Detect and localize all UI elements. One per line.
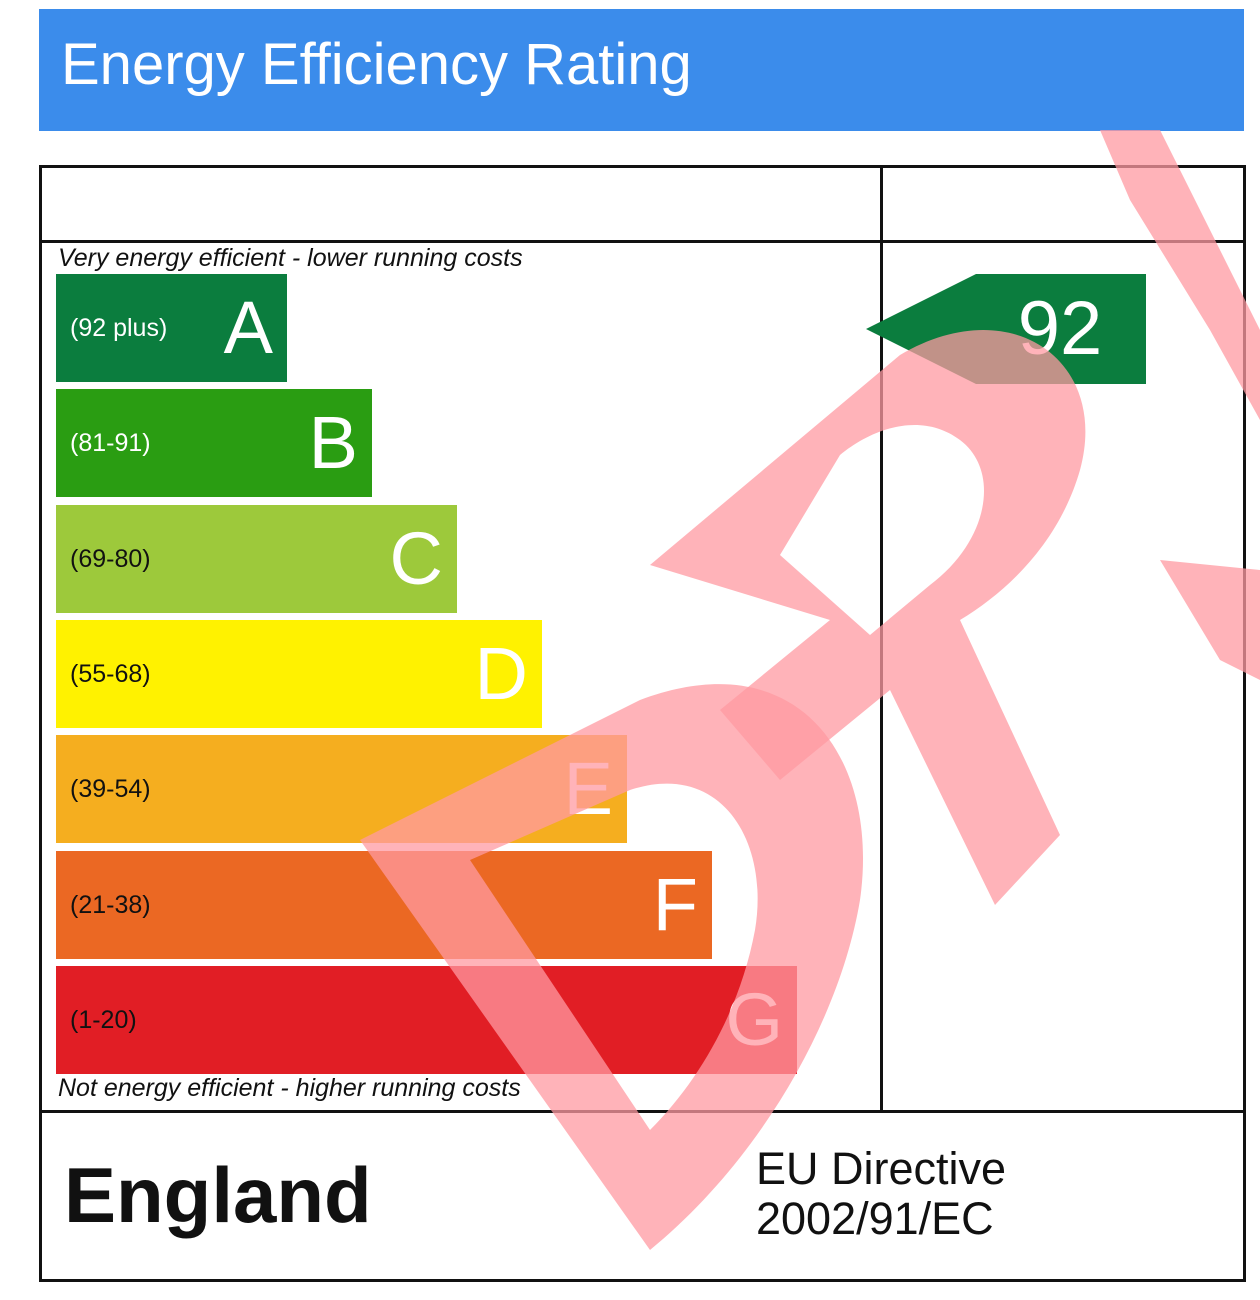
band-range-label: (55-68) (70, 659, 151, 688)
band-b: (81-91) B (56, 389, 372, 498)
band-d: (55-68) D (56, 619, 542, 728)
band-g: (1-20) G (56, 965, 797, 1074)
band-letter-label: F (652, 862, 698, 946)
directive-line-2: 2002/91/EC (756, 1193, 994, 1244)
footer-divider (42, 1110, 1243, 1113)
band-letter-label: G (725, 977, 783, 1061)
bottom-caption: Not energy efficient - higher running co… (58, 1074, 521, 1102)
top-caption: Very energy efficient - lower running co… (58, 244, 523, 272)
band-c: (69-80) C (56, 504, 457, 613)
page-title: Energy Efficiency Rating (61, 32, 692, 97)
country-label: England (64, 1151, 372, 1239)
band-f: (21-38) F (56, 850, 712, 959)
band-letter-label: E (563, 747, 613, 831)
rating-frame: Very energy efficient - lower running co… (39, 165, 1246, 1282)
band-letter-label: B (308, 401, 358, 485)
band-a: (92 plus) A (56, 274, 287, 382)
band-range-label: (39-54) (70, 775, 151, 804)
current-rating-value: 92 (1017, 286, 1103, 371)
title-banner: Energy Efficiency Rating (39, 9, 1244, 131)
band-range-label: (81-91) (70, 429, 151, 458)
band-range-label: (1-20) (70, 1005, 137, 1034)
band-range-label: (21-38) (70, 890, 151, 919)
directive-line-1: EU Directive (756, 1143, 1007, 1194)
band-letter-label: A (223, 286, 273, 369)
band-letter-label: C (389, 516, 443, 600)
eu-directive: EU Directive 2002/91/EC (756, 1144, 1006, 1244)
band-range-label: (92 plus) (70, 314, 168, 342)
band-letter-label: D (474, 631, 528, 715)
band-e: (39-54) E (56, 735, 627, 844)
header-divider (42, 240, 1243, 243)
band-range-label: (69-80) (70, 544, 151, 573)
